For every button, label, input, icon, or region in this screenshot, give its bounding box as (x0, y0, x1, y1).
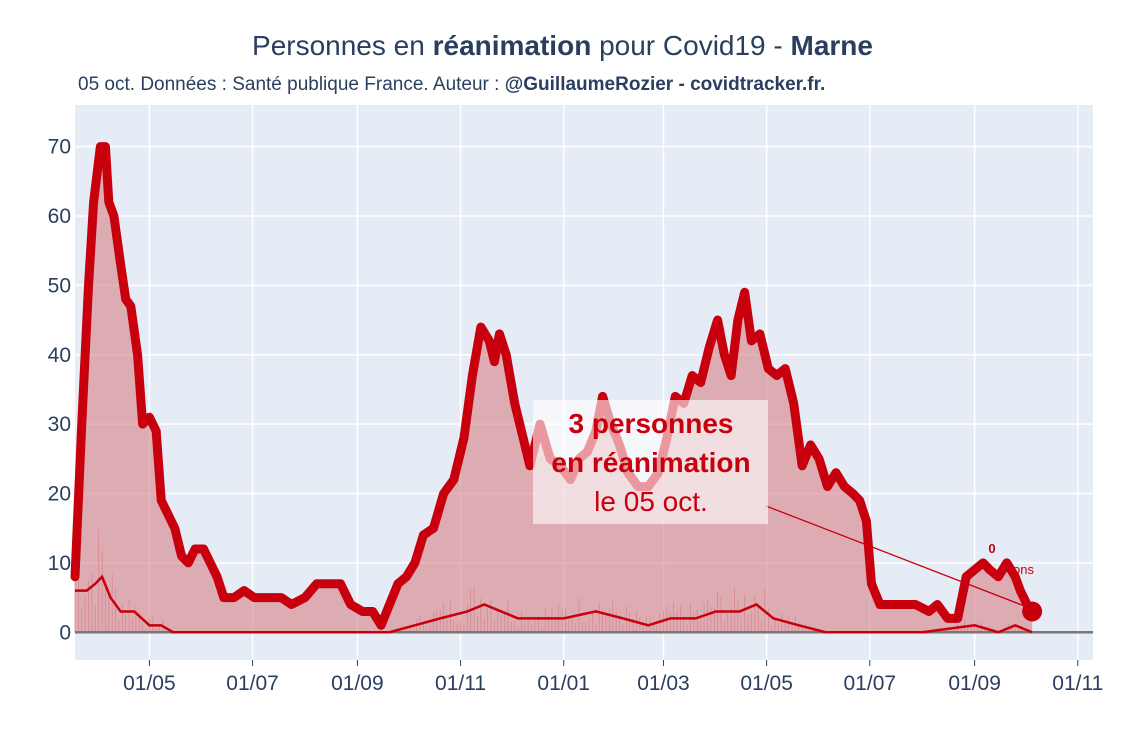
annotation-line-2: en réanimation (551, 447, 750, 478)
y-tick-label: 10 (48, 552, 71, 575)
x-tick-label: 01/07 (844, 672, 897, 695)
y-axis-ticks: 0 10 20 30 40 50 60 70 (48, 136, 71, 645)
subtitle-text: 05 oct. Données : Santé publique France.… (78, 74, 505, 95)
x-axis-ticks: 01/05 01/07 01/09 01/11 01/01 01/03 01/05 01/07… (123, 660, 1103, 695)
subtitle-author: @GuillaumeRozier - covidtracker.fr. (504, 74, 826, 95)
title-bold-1: réanimation (432, 30, 592, 61)
y-tick-label: 0 (59, 621, 71, 644)
x-tick-label: 01/03 (637, 672, 690, 695)
x-tick-label: 01/07 (226, 672, 279, 695)
reanimation-area (75, 146, 1033, 633)
y-tick-label: 30 (48, 413, 71, 436)
last-value-marker (1022, 601, 1043, 622)
secondary-label-value: 0 (988, 541, 995, 556)
y-tick-label: 20 (48, 483, 71, 506)
chart-subtitle: 05 oct. Données : Santé publique France.… (78, 74, 825, 96)
y-tick-label: 70 (48, 136, 71, 159)
admissions-line (75, 574, 1033, 634)
annotation-arrow (765, 505, 1029, 609)
secondary-label-text: ons (1013, 562, 1034, 577)
x-tick-label: 01/11 (1052, 672, 1103, 695)
annotation-box (533, 400, 768, 524)
y-tick-label: 60 (48, 205, 71, 228)
x-tick-label: 01/05 (740, 672, 793, 695)
title-part-2: pour Covid19 - (591, 30, 791, 61)
title-part-1: Personnes en (252, 30, 433, 61)
annotation-line-1: 3 personnes (569, 408, 734, 439)
x-tick-label: 01/11 (435, 672, 486, 695)
annotation-line-3: le 05 oct. (594, 486, 708, 517)
x-tick-label: 01/05 (123, 672, 176, 695)
y-tick-label: 40 (48, 344, 71, 367)
x-tick-label: 01/09 (948, 672, 1001, 695)
y-tick-label: 50 (48, 274, 71, 297)
chart-title: Personnes en réanimation pour Covid19 - … (0, 30, 1125, 62)
title-bold-2: Marne (790, 30, 873, 61)
x-tick-label: 01/01 (537, 672, 590, 695)
x-tick-label: 01/09 (331, 672, 384, 695)
